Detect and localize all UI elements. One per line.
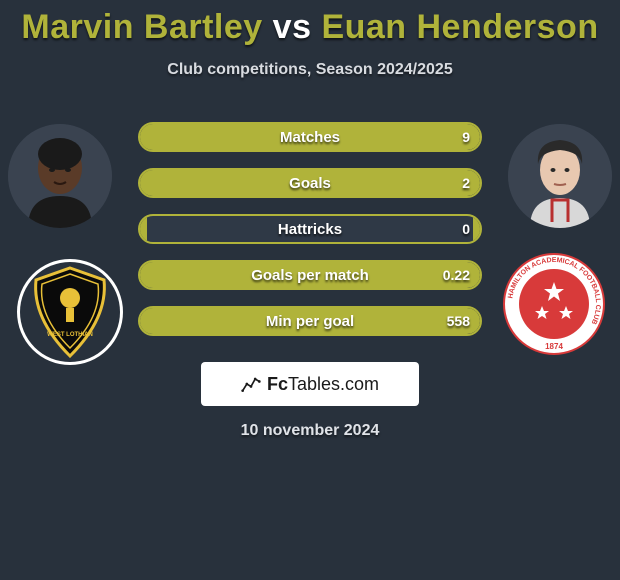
page-title: Marvin Bartley vs Euan Henderson	[0, 0, 620, 47]
player2-club-badge: HAMILTON ACADEMICAL FOOTBALL CLUB 1874	[500, 250, 608, 358]
bar-label: Goals per match	[140, 262, 480, 288]
bar-label: Min per goal	[140, 308, 480, 334]
brand-text-tables: Tables	[288, 374, 340, 395]
bar-goals-per-match: Goals per match 0.22	[138, 260, 482, 290]
player1-avatar	[8, 124, 112, 228]
bar-goals: Goals 2	[138, 168, 482, 198]
bar-label: Matches	[140, 124, 480, 150]
badge-right-year: 1874	[545, 342, 563, 351]
bar-label: Hattricks	[140, 216, 480, 242]
brand-text: FcTables.com	[267, 374, 379, 395]
bar-min-per-goal: Min per goal 558	[138, 306, 482, 336]
player2-avatar	[508, 124, 612, 228]
brand-text-fc: Fc	[267, 374, 288, 395]
title-vs: vs	[273, 8, 312, 46]
comparison-bars: Matches 9 Goals 2 Hattricks 0 Goals per …	[138, 122, 482, 352]
title-player1: Marvin Bartley	[21, 8, 262, 46]
brand-logo: FcTables.com	[201, 362, 419, 406]
bar-value-right: 0.22	[443, 262, 470, 288]
player1-club-badge: WEST LOTHIAN	[16, 258, 124, 366]
bar-label: Goals	[140, 170, 480, 196]
bar-value-right: 0	[462, 216, 470, 242]
badge-left-text: WEST LOTHIAN	[47, 332, 93, 338]
title-player2: Euan Henderson	[321, 8, 598, 46]
bar-value-right: 558	[447, 308, 470, 334]
subtitle: Club competitions, Season 2024/2025	[0, 61, 620, 79]
brand-text-suffix: .com	[340, 374, 379, 395]
bar-hattricks: Hattricks 0	[138, 214, 482, 244]
chart-icon	[241, 374, 261, 394]
bar-matches: Matches 9	[138, 122, 482, 152]
bar-value-right: 9	[462, 124, 470, 150]
bar-value-right: 2	[462, 170, 470, 196]
date-label: 10 november 2024	[0, 422, 620, 440]
